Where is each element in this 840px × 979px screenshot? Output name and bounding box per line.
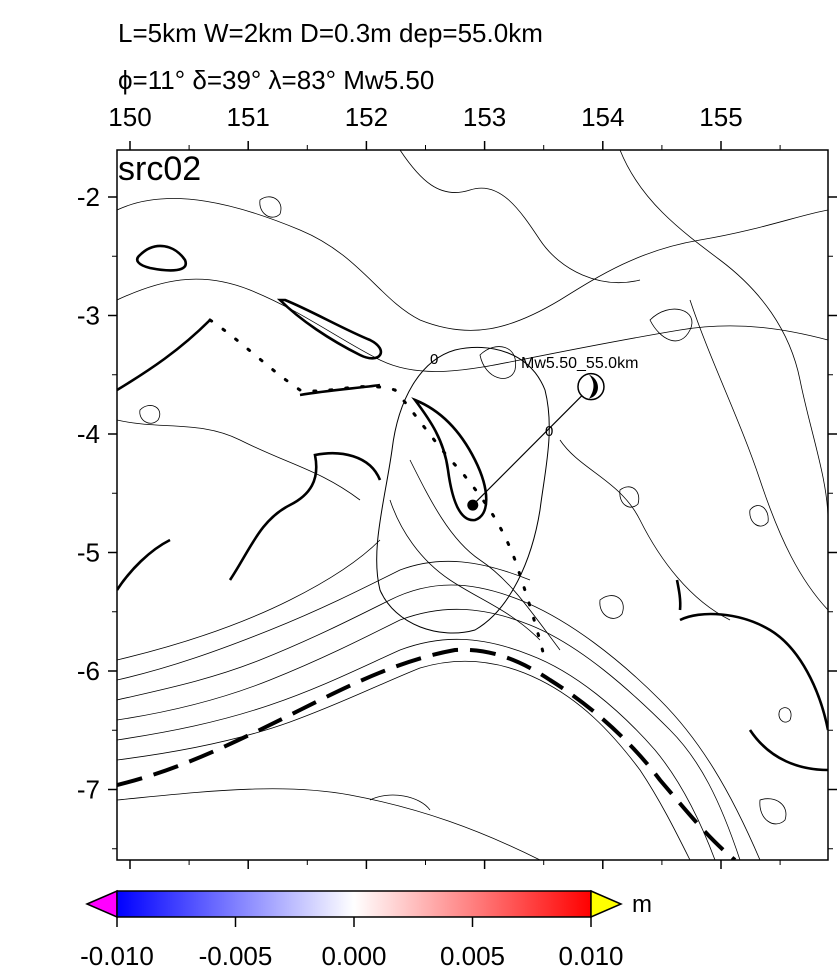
colorbar-tick-label: 0.000: [321, 941, 386, 971]
thin-contours: [117, 150, 828, 860]
y-tick-label: -6: [77, 656, 100, 686]
colorbar-under-triangle: [85, 889, 118, 919]
colorbar-tick-label: 0.010: [558, 941, 623, 971]
colorbar-tick-label: 0.005: [440, 941, 505, 971]
colorbar-unit: m: [632, 891, 652, 918]
source-connector-line: [472, 386, 592, 506]
trench-dashed-line: [117, 647, 737, 860]
x-tick-label: 151: [227, 102, 270, 132]
axis-ticks: 150 151 152 153 154 155 -2 -3 -4 -5 -6 -7: [77, 102, 837, 869]
y-tick-label: -3: [77, 301, 100, 331]
contour-label: 0: [545, 423, 553, 440]
thick-contours: [117, 244, 828, 772]
header-parameters: L=5km W=2km D=0.3m dep=55.0km: [118, 18, 543, 48]
epicenter-marker: [467, 499, 479, 511]
contour-label: 0: [430, 351, 438, 368]
map-frame: [116, 149, 829, 861]
contour-layer: 0 0 Mw5.50_55.0km: [117, 150, 828, 860]
deformation-zero-contour: [376, 346, 550, 634]
colorbar-tick-label: -0.010: [80, 941, 154, 971]
map-panel: 0 0 Mw5.50_55.0km 150 151 152 153 154 155 -2 -3…: [77, 102, 837, 869]
colorbar-over-triangle: [590, 889, 623, 919]
panel-label: src02: [118, 150, 201, 188]
colorbar-tick-label: -0.005: [199, 941, 273, 971]
header-mechanism: ϕ=11° δ=39° λ=83° Mw5.50: [118, 65, 434, 95]
x-tick-label: 154: [581, 102, 624, 132]
colorbar: m -0.010 -0.005 0.000 0.005 0.010: [80, 889, 652, 971]
x-tick-label: 155: [699, 102, 742, 132]
y-tick-label: -7: [77, 775, 100, 805]
y-tick-label: -2: [77, 182, 100, 212]
colorbar-gradient: [116, 890, 592, 918]
x-tick-label: 152: [345, 102, 388, 132]
x-tick-label: 153: [463, 102, 506, 132]
source-label: Mw5.50_55.0km: [521, 355, 638, 372]
beachball-icon: [577, 372, 605, 401]
y-tick-label: -4: [77, 419, 100, 449]
x-tick-label: 150: [108, 102, 151, 132]
y-tick-label: -5: [77, 538, 100, 568]
